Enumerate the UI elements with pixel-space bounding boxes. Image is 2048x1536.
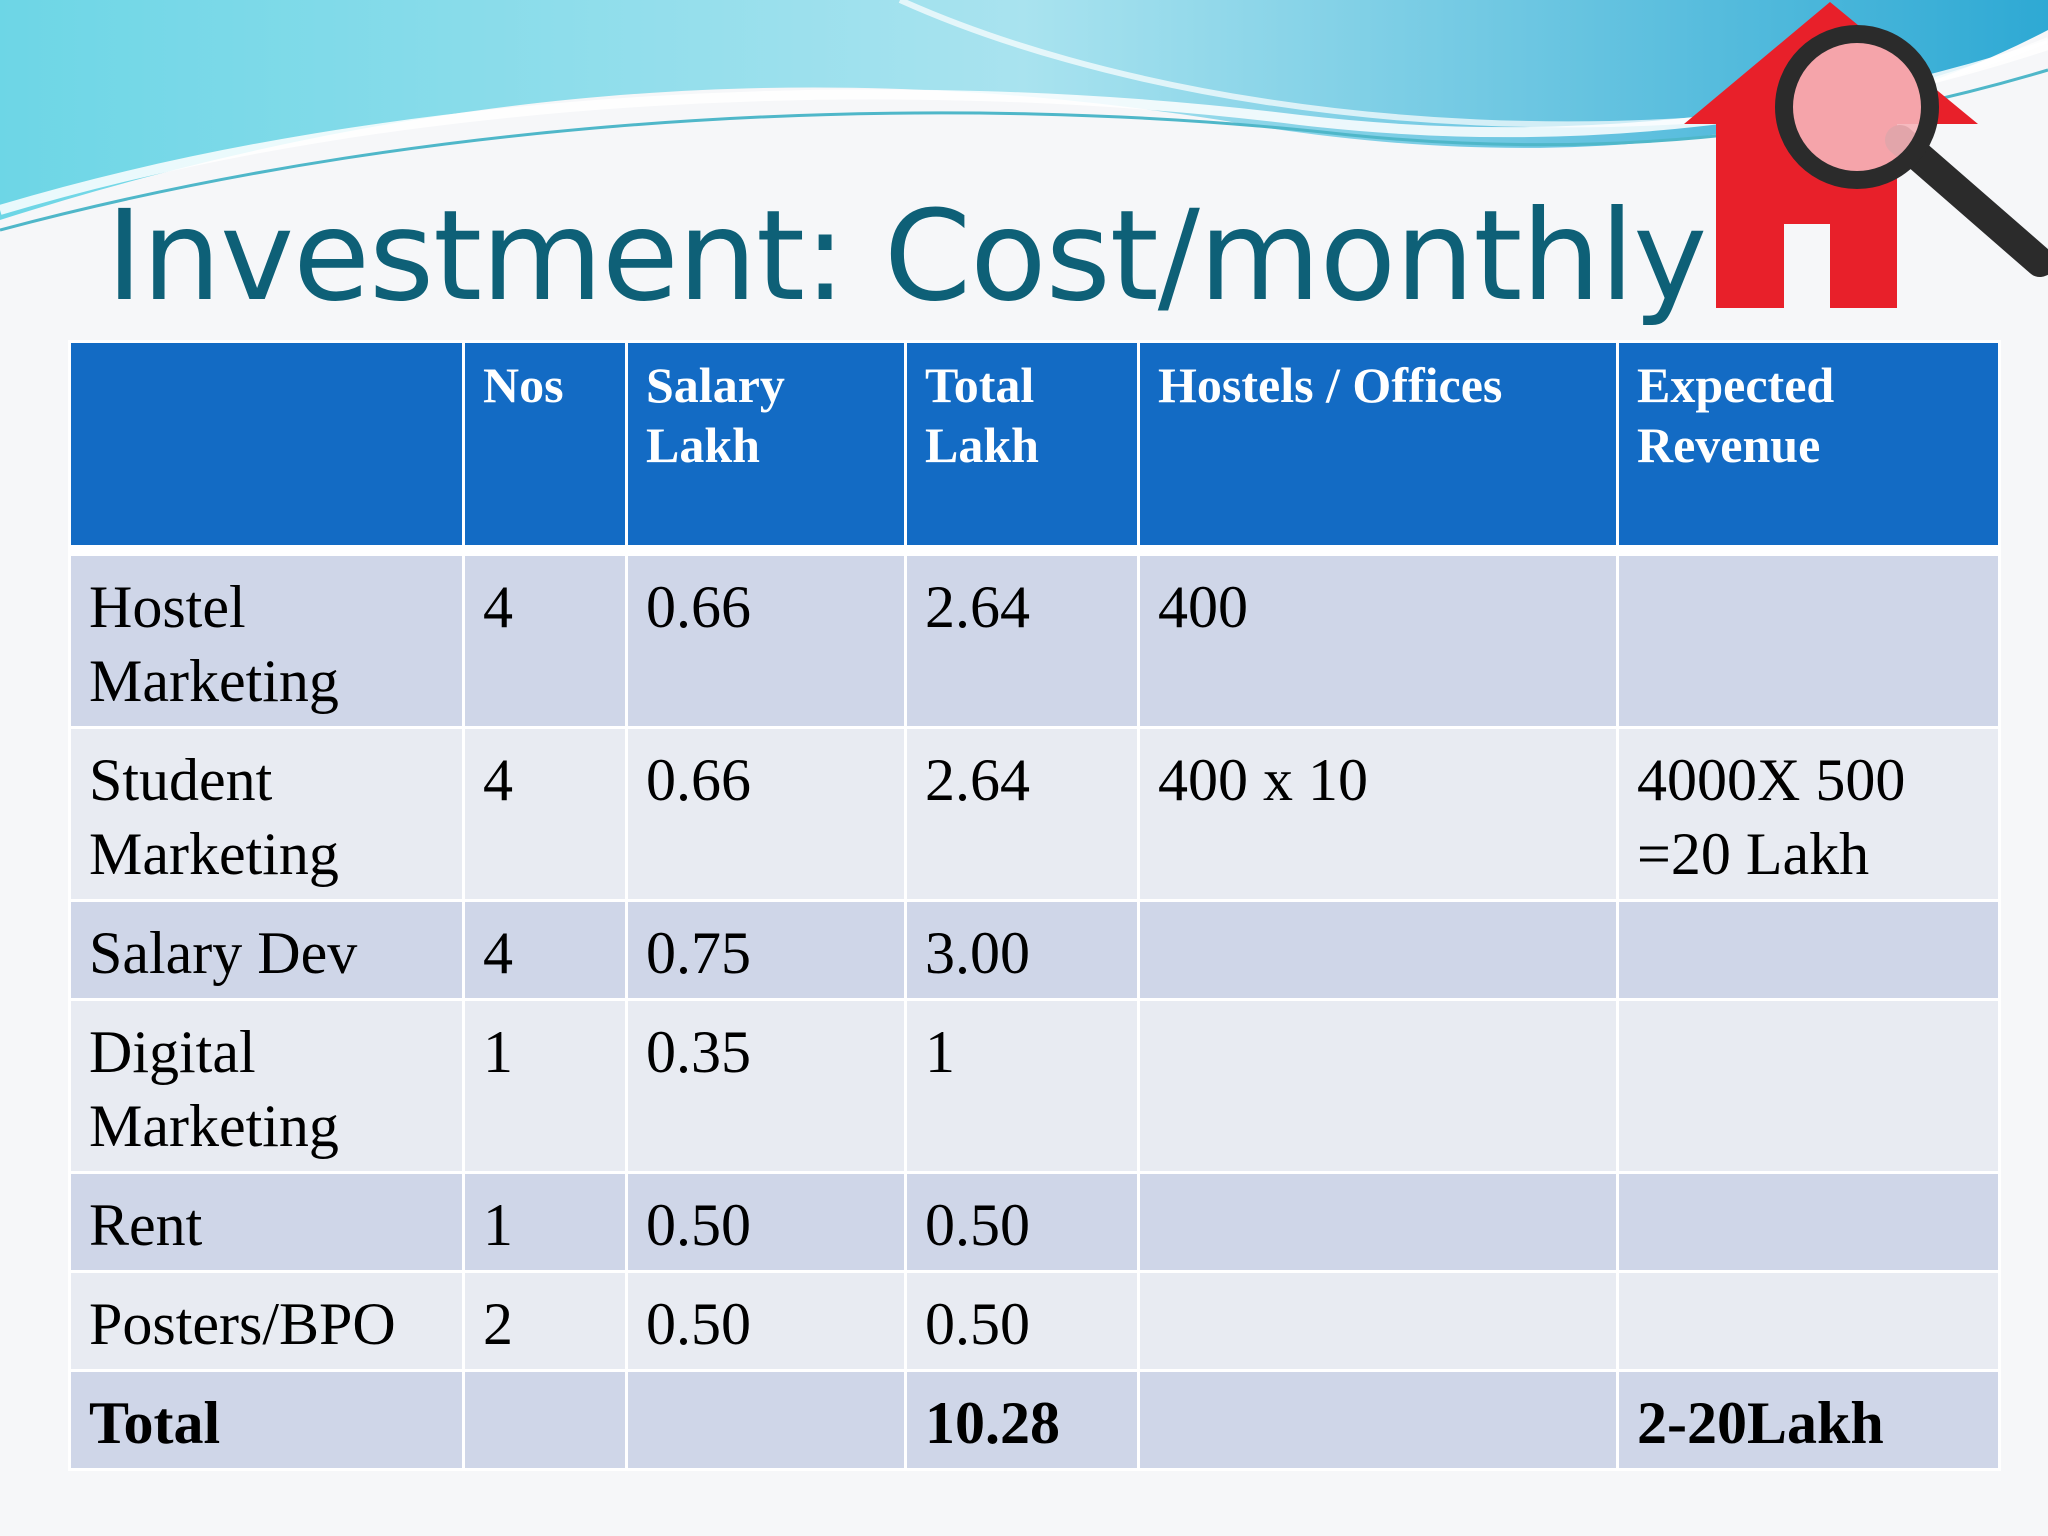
cell-nos: 4 [462,549,628,729]
cell-salary: 0.66 [625,549,907,729]
cell-hostels [1137,1369,1619,1471]
cell-salary: 0.50 [625,1171,907,1273]
table-row: Salary Dev 4 0.75 3.00 [68,899,2001,1001]
header-hostels-offices: Hostels / Offices [1137,340,1619,556]
table-row: Hostel Marketing 4 0.66 2.64 400 [68,549,2001,729]
header-salary-lakh: Salary Lakh [625,340,907,556]
cell-nos: 4 [462,899,628,1001]
cell-revenue [1616,1270,2001,1372]
cell-total: 1 [904,998,1140,1174]
cell-total-label: Total [68,1369,465,1471]
cell-salary: 0.66 [625,726,907,902]
cell-nos: 1 [462,1171,628,1273]
cell-nos: 2 [462,1270,628,1372]
investment-table: Nos Salary Lakh Total Lakh Hostels / Off… [68,340,2001,1471]
header-nos: Nos [462,340,628,556]
cell-hostels [1137,899,1619,1001]
header-total-lakh: Total Lakh [904,340,1140,556]
table-row: Student Marketing 4 0.66 2.64 400 x 10 4… [68,726,2001,902]
cell-item: Digital Marketing [68,998,465,1174]
cell-revenue [1616,1171,2001,1273]
cell-item: Hostel Marketing [68,549,465,729]
cell-total: 2.64 [904,549,1140,729]
cell-total: 0.50 [904,1171,1140,1273]
cell-hostels: 400 [1137,549,1619,729]
cell-item: Posters/BPO [68,1270,465,1372]
magnifier-icon [1775,25,2048,277]
cell-total: 3.00 [904,899,1140,1001]
table-row: Rent 1 0.50 0.50 [68,1171,2001,1273]
cell-total-revenue: 2-20Lakh [1616,1369,2001,1471]
cell-revenue [1616,549,2001,729]
cell-item: Salary Dev [68,899,465,1001]
page-title: Investment: Cost/monthly [106,184,1707,329]
cell-nos: 1 [462,998,628,1174]
table-total-row: Total 10.28 2-20Lakh [68,1369,2001,1471]
cell-revenue [1616,899,2001,1001]
header-item [68,340,465,556]
cell-total: 2.64 [904,726,1140,902]
table-header-row: Nos Salary Lakh Total Lakh Hostels / Off… [68,340,2001,556]
cell-revenue: 4000X 500 =20 Lakh [1616,726,2001,902]
cell-revenue [1616,998,2001,1174]
header-expected-revenue: Expected Revenue [1616,340,2001,556]
cell-total: 0.50 [904,1270,1140,1372]
cell-hostels [1137,1171,1619,1273]
cell-item: Student Marketing [68,726,465,902]
cell-item: Rent [68,1171,465,1273]
cell-total-value: 10.28 [904,1369,1140,1471]
table-row: Digital Marketing 1 0.35 1 [68,998,2001,1174]
cell-salary: 0.75 [625,899,907,1001]
cell-hostels [1137,998,1619,1174]
cell-salary: 0.50 [625,1270,907,1372]
cell-nos: 4 [462,726,628,902]
cell-hostels [1137,1270,1619,1372]
house-search-logo [1684,2,2048,308]
cell-nos [462,1369,628,1471]
cell-salary [625,1369,907,1471]
cell-salary: 0.35 [625,998,907,1174]
table-row: Posters/BPO 2 0.50 0.50 [68,1270,2001,1372]
cell-hostels: 400 x 10 [1137,726,1619,902]
